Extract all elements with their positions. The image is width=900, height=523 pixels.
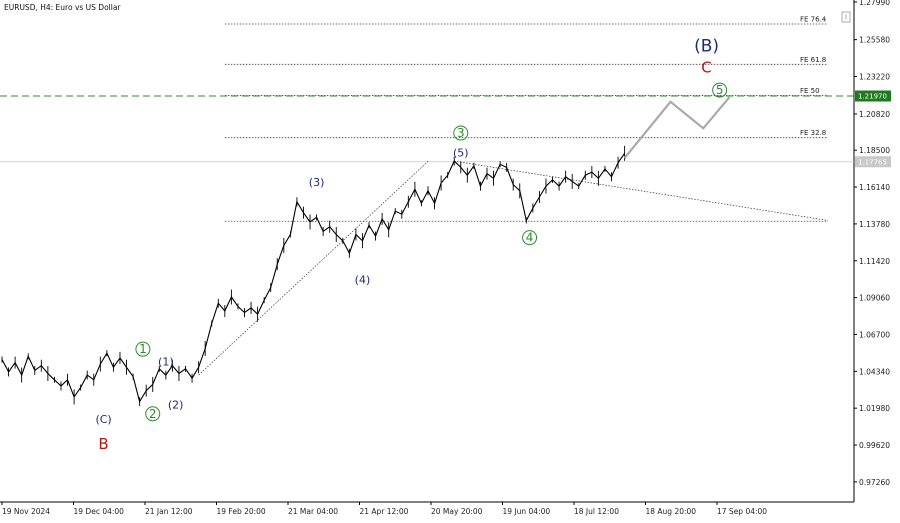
current-price-box: 1.21970 xyxy=(855,90,891,102)
x-tick-label: 19 Jun 04:00 xyxy=(503,507,551,516)
y-tick-label: 1.25580 xyxy=(859,36,890,45)
x-tick-label: 18 Aug 20:00 xyxy=(646,507,697,516)
trend-line xyxy=(454,160,829,221)
x-tick-label: 19 Nov 2024 xyxy=(2,507,50,516)
wave-circle xyxy=(453,125,469,141)
y-tick-label: 0.97260 xyxy=(859,478,890,487)
wave-label: (1) xyxy=(158,356,174,369)
y-tick-label: 1.11420 xyxy=(859,257,890,266)
wave-label: (4) xyxy=(355,273,371,286)
y-tick-label: 1.01980 xyxy=(859,404,890,413)
wave-label: 3 xyxy=(457,126,465,140)
wave-circle xyxy=(522,230,538,246)
forecast-path xyxy=(623,96,731,159)
current-price-label: 1.21970 xyxy=(858,93,887,101)
y-tick-label: 1.16140 xyxy=(859,183,890,192)
price-line xyxy=(1,152,626,403)
wave-label: B xyxy=(98,435,108,453)
y-tick-label: 1.20820 xyxy=(859,110,890,119)
x-tick-label: 21 Jan 12:00 xyxy=(145,507,193,516)
last-price-box: 1.17765 xyxy=(855,156,891,168)
chart-title: EURUSD, H4: Euro vs US Dollar xyxy=(4,3,121,12)
x-tick-label: 21 Mar 04:00 xyxy=(288,507,338,516)
y-tick-label: 1.04340 xyxy=(859,367,890,376)
wave-circle xyxy=(145,406,161,422)
y-tick-label: 1.13780 xyxy=(859,220,890,229)
wave-label: (5) xyxy=(453,147,469,160)
wave-label: (2) xyxy=(168,398,184,411)
x-tick-label: 18 Jul 12:00 xyxy=(574,507,619,516)
wave-label: (B) xyxy=(694,37,719,57)
fibonacci-level-label: FE 76.4 xyxy=(800,16,827,24)
wave-circle xyxy=(712,82,728,98)
wave-label: 2 xyxy=(149,407,157,421)
fibonacci-level-label: FE 32.8 xyxy=(800,129,826,137)
y-tick-label: 1.18500 xyxy=(859,146,890,155)
x-tick-label: 21 Apr 12:00 xyxy=(360,507,409,516)
x-tick-label: 19 Feb 20:00 xyxy=(217,507,266,516)
wave-label: C xyxy=(701,58,711,76)
trend-line xyxy=(198,160,429,376)
wave-label: 4 xyxy=(526,231,534,245)
wave-label: 5 xyxy=(716,83,724,97)
fibonacci-level-label: FE 61.8 xyxy=(800,56,826,64)
y-tick-label: 1.23220 xyxy=(859,72,890,81)
y-tick-label: 1.09060 xyxy=(859,294,890,303)
y-tick-label: 1.27990 xyxy=(859,0,890,7)
last-price-label: 1.17765 xyxy=(858,158,887,166)
wave-label: (3) xyxy=(309,176,325,189)
wave-circle xyxy=(135,341,151,357)
price-series xyxy=(1,145,626,407)
y-tick-label: 0.99620 xyxy=(859,441,890,450)
wave-label: (C) xyxy=(95,413,111,426)
wave-label: 1 xyxy=(139,342,147,356)
y-tick-label: 1.06700 xyxy=(859,330,890,339)
x-tick-label: 19 Dec 04:00 xyxy=(74,507,125,516)
chart-menu-icon[interactable] xyxy=(841,11,851,23)
fibonacci-level-label: FE 50 xyxy=(800,87,820,95)
x-tick-label: 17 Sep 04:00 xyxy=(717,507,767,516)
x-tick-label: 20 May 20:00 xyxy=(431,507,483,516)
